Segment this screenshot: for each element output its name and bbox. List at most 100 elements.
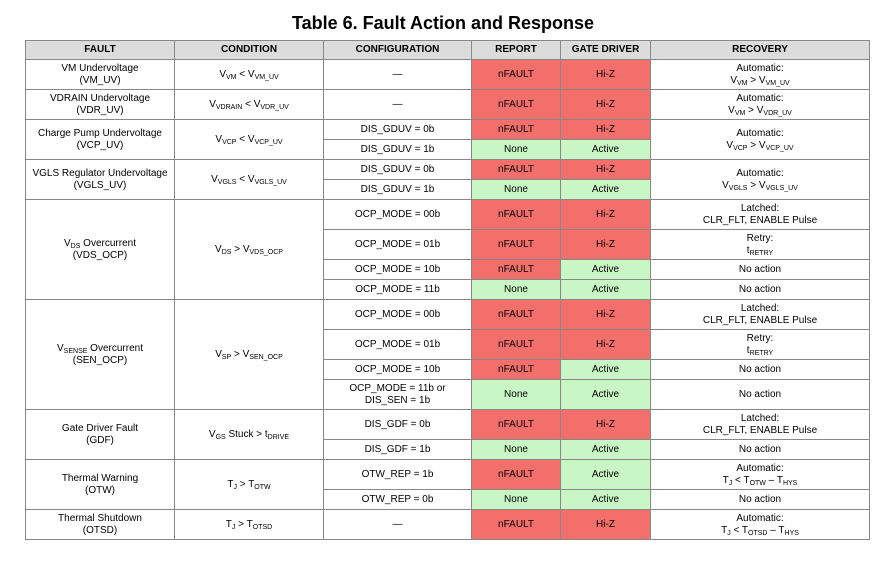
report-cell: nFAULT	[471, 509, 561, 540]
report-cell: nFAULT	[471, 199, 561, 230]
report-cell: None	[471, 439, 561, 460]
condition-cell: TJ > TOTW	[174, 459, 324, 510]
table-row: DIS_GDUV = 1b None Active	[26, 139, 870, 160]
configuration-cell: OCP_MODE = 00b	[323, 299, 472, 330]
recovery-cell: Latched: CLR_FLT, ENABLE Pulse	[650, 299, 870, 330]
gate-driver-cell: Hi-Z	[560, 229, 651, 260]
report-cell: nFAULT	[471, 59, 561, 90]
gate-driver-cell: Hi-Z	[560, 119, 651, 140]
configuration-cell: —	[323, 509, 472, 540]
configuration-cell: OCP_MODE = 01b	[323, 229, 472, 260]
table-title: Table 6. Fault Action and Response	[291, 13, 595, 33]
recovery-cell: Automatic: TJ < TOTSD – THYS	[650, 509, 870, 540]
configuration-cell: —	[323, 89, 472, 120]
table-row: Thermal Shutdown (OTSD) TJ > TOTSD — nFA…	[25, 509, 870, 540]
fault-cell: VSENSE Overcurrent (SEN_OCP)	[25, 299, 175, 410]
condition-cell: VVCP < VVCP_UV	[174, 119, 324, 160]
header-report: REPORT	[471, 40, 561, 60]
condition-cell: VDS > VVDS_OCP	[174, 199, 324, 300]
report-cell: nFAULT	[471, 409, 561, 440]
fault-cell: VM Undervoltage (VM_UV)	[25, 59, 175, 90]
fault-cell: VDS Overcurrent (VDS_OCP)	[25, 199, 175, 300]
recovery-cell: No action	[650, 359, 870, 380]
gate-driver-cell: Hi-Z	[560, 89, 651, 120]
table-row: Thermal Warning (OTW) TJ > TOTW OTW_REP …	[25, 459, 870, 510]
report-cell: nFAULT	[471, 159, 561, 180]
gate-driver-cell: Hi-Z	[560, 329, 651, 360]
report-cell: None	[471, 279, 561, 300]
gate-driver-cell: Active	[560, 259, 651, 280]
gate-driver-cell: Hi-Z	[560, 409, 651, 440]
header-condition: CONDITION	[174, 40, 324, 60]
recovery-cell: Automatic: VVM > VVM_UV	[650, 59, 870, 90]
configuration-cell: DIS_GDF = 0b	[323, 409, 472, 440]
report-cell: nFAULT	[471, 299, 561, 330]
table-row: VSENSE Overcurrent (SEN_OCP) VSP > VSEN_…	[25, 299, 870, 410]
condition-cell: VVM < VVM_UV	[174, 59, 324, 90]
recovery-cell: Retry: tRETRY	[650, 229, 870, 260]
report-cell: nFAULT	[471, 459, 561, 490]
table-row: OCP_MODE = 01b nFAULT Hi-Z Retry: tRETRY	[26, 229, 870, 260]
configuration-cell: OCP_MODE = 11b	[323, 279, 472, 300]
report-cell: nFAULT	[471, 89, 561, 120]
header-fault: FAULT	[25, 40, 175, 60]
report-cell: None	[471, 379, 561, 410]
recovery-cell: No action	[650, 439, 870, 460]
gate-driver-cell: Active	[560, 139, 651, 160]
table-row: OCP_MODE = 10b nFAULT Active No action	[26, 359, 870, 380]
fault-cell: Charge Pump Undervoltage (VCP_UV)	[25, 119, 175, 160]
configuration-cell: DIS_GDUV = 1b	[323, 139, 472, 160]
report-cell: None	[471, 179, 561, 200]
header-configuration: CONFIGURATION	[323, 40, 472, 60]
report-cell: nFAULT	[471, 119, 561, 140]
gate-driver-cell: Hi-Z	[560, 299, 651, 330]
recovery-cell: Automatic: TJ < TOTW – THYS	[650, 459, 870, 490]
configuration-cell: OTW_REP = 0b	[323, 489, 472, 510]
configuration-cell: DIS_GDF = 1b	[323, 439, 472, 460]
report-cell: nFAULT	[471, 229, 561, 260]
configuration-cell: DIS_GDUV = 0b	[323, 119, 472, 140]
report-cell: nFAULT	[471, 329, 561, 360]
gate-driver-cell: Hi-Z	[560, 199, 651, 230]
report-cell: nFAULT	[471, 359, 561, 380]
configuration-cell: DIS_GDUV = 1b	[323, 179, 472, 200]
table-row: VDS Overcurrent (VDS_OCP) VDS > VVDS_OCP…	[25, 199, 870, 300]
table-row: OCP_MODE = 01b nFAULT Hi-Z Retry: tRETRY	[26, 329, 870, 360]
recovery-cell: Retry: tRETRY	[650, 329, 870, 360]
condition-cell: TJ > TOTSD	[174, 509, 324, 540]
recovery-cell: No action	[650, 259, 870, 280]
table-row: OCP_MODE = 10b nFAULT Active No action	[26, 259, 870, 280]
gate-driver-cell: Active	[560, 379, 651, 410]
fault-cell: VDRAIN Undervoltage (VDR_UV)	[25, 89, 175, 120]
fault-cell: Gate Driver Fault (GDF)	[25, 409, 175, 460]
table-row: Charge Pump Undervoltage (VCP_UV) VVCP <…	[25, 119, 870, 160]
recovery-cell: Automatic: VVCP > VVCP_UV	[650, 119, 870, 160]
recovery-cell: Latched: CLR_FLT, ENABLE Pulse	[650, 199, 870, 230]
configuration-cell: OCP_MODE = 11b or DIS_SEN = 1b	[323, 379, 472, 410]
condition-cell: VGS Stuck > tDRIVE	[174, 409, 324, 460]
table-row: OTW_REP = 0b None Active No action	[26, 489, 870, 510]
configuration-cell: OCP_MODE = 10b	[323, 259, 472, 280]
gate-driver-cell: Active	[560, 179, 651, 200]
table-row: VDRAIN Undervoltage (VDR_UV) VVDRAIN < V…	[25, 89, 870, 120]
gate-driver-cell: Active	[560, 489, 651, 510]
table-row: DIS_GDUV = 1b None Active	[26, 179, 870, 200]
gate-driver-cell: Hi-Z	[560, 159, 651, 180]
condition-cell: VSP > VSEN_OCP	[174, 299, 324, 410]
configuration-cell: DIS_GDUV = 0b	[323, 159, 472, 180]
gate-driver-cell: Active	[560, 359, 651, 380]
table-row: VGLS Regulator Undervoltage (VGLS_UV) VV…	[25, 159, 870, 200]
gate-driver-cell: Active	[560, 459, 651, 490]
header-recovery: RECOVERY	[650, 40, 870, 60]
table-row: DIS_GDF = 1b None Active No action	[26, 439, 870, 460]
configuration-cell: OCP_MODE = 00b	[323, 199, 472, 230]
fault-cell: Thermal Shutdown (OTSD)	[25, 509, 175, 540]
table-row: VM Undervoltage (VM_UV) VVM < VVM_UV — n…	[25, 59, 870, 90]
configuration-cell: OTW_REP = 1b	[323, 459, 472, 490]
recovery-cell: No action	[650, 489, 870, 510]
gate-driver-cell: Active	[560, 279, 651, 300]
recovery-cell: No action	[650, 279, 870, 300]
recovery-cell: No action	[650, 379, 870, 410]
fault-cell: VGLS Regulator Undervoltage (VGLS_UV)	[25, 159, 175, 200]
header-row: FAULT CONDITION CONFIGURATION REPORT GAT…	[25, 40, 870, 60]
